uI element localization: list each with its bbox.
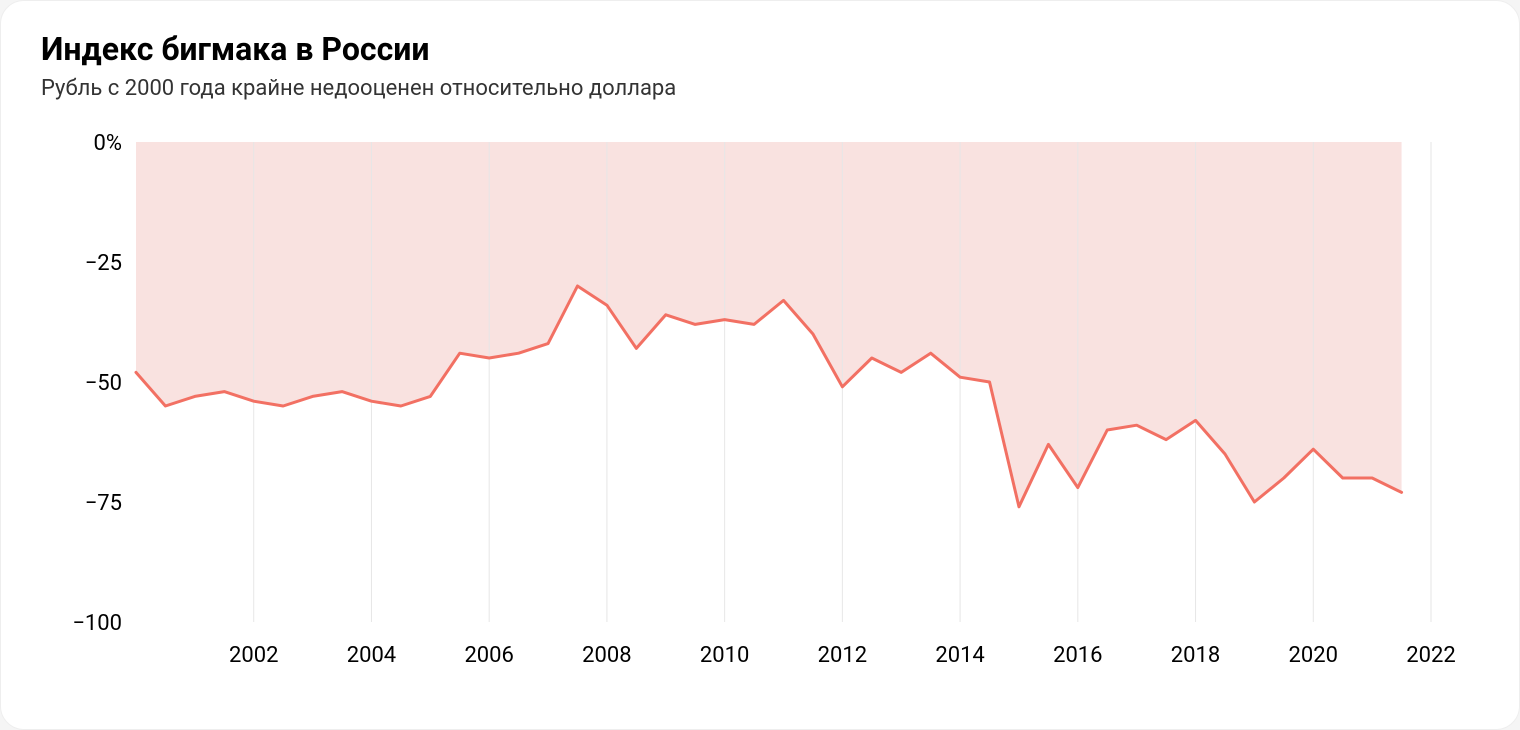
x-axis-label: 2014 [935,643,984,668]
x-axis-label: 2012 [818,643,867,668]
x-axis-label: 2020 [1289,643,1338,668]
y-axis-label: 0% [94,131,122,156]
chart-card: Индекс бигмака в России Рубль с 2000 год… [0,0,1520,730]
chart-title: Индекс бигмака в России [41,29,1479,69]
x-axis-label: 2006 [464,643,513,668]
x-axis-label: 2004 [347,643,396,668]
x-axis-label: 2008 [582,643,631,668]
x-axis-label: 2016 [1053,643,1102,668]
x-axis-label: 2018 [1171,643,1220,668]
y-axis-label: −75 [85,491,122,516]
x-axis-label: 2002 [229,643,278,668]
area-fill [136,142,1402,507]
y-axis-label: −25 [85,251,122,276]
x-axis-label: 2022 [1406,643,1455,668]
chart-subtitle: Рубль с 2000 года крайне недооценен отно… [41,75,1479,104]
y-axis-label: −100 [72,611,122,636]
y-axis-label: −50 [85,371,122,396]
chart-area: 0% −25 −50 −75 −100 2002 2004 2006 2008 2010 2012 2… [41,122,1479,682]
line-chart-svg: 0% −25 −50 −75 −100 2002 2004 2006 2008 2010 2012 2… [41,122,1481,682]
x-axis-label: 2010 [700,643,749,668]
